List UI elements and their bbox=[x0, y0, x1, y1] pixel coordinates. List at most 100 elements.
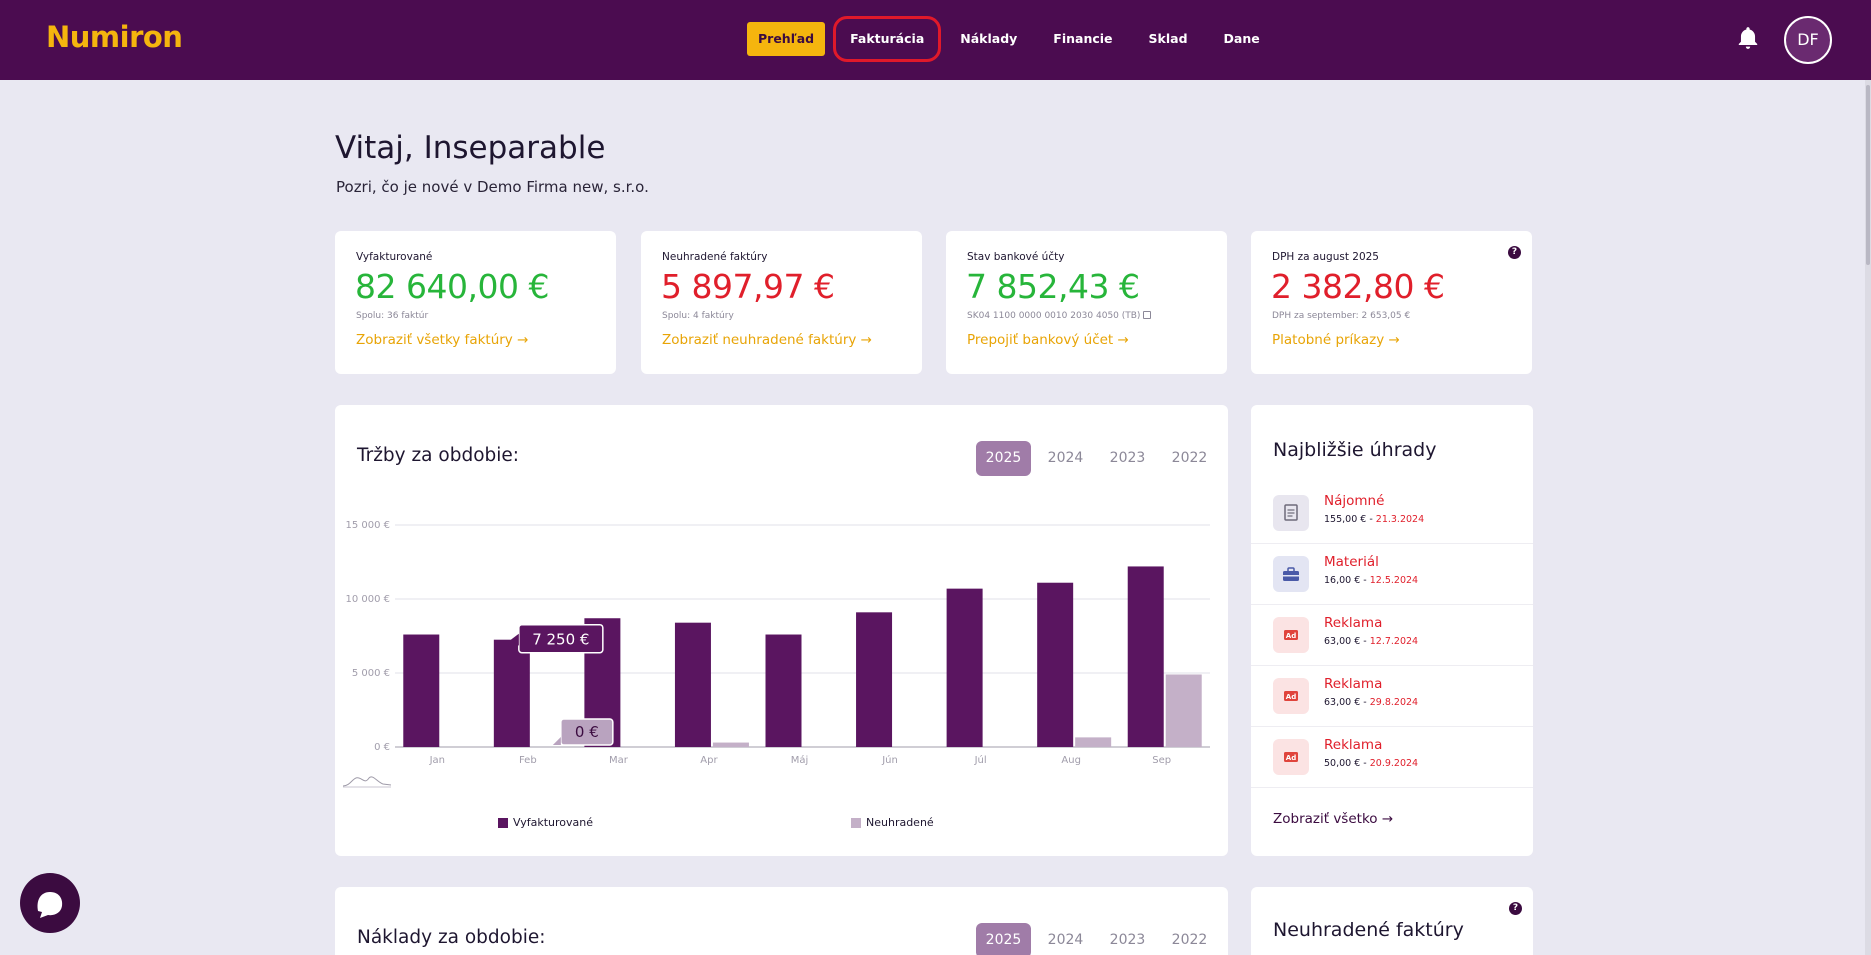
show-all-invoices-link[interactable]: Zobraziť všetky faktúry → bbox=[356, 332, 529, 348]
stat-sub: Spolu: 36 faktúr bbox=[356, 311, 429, 321]
payment-due-date: 20.9.2024 bbox=[1369, 758, 1419, 769]
payment-meta: 155,00 € - 21.3.2024 bbox=[1324, 514, 1424, 525]
page-title: Vitaj, Inseparable bbox=[335, 130, 606, 166]
notification-bell-icon[interactable] bbox=[1735, 25, 1761, 51]
unpaid-invoices-card: Neuhradené faktúry ? bbox=[1251, 887, 1533, 955]
payment-amount: 16,00 € - bbox=[1324, 575, 1370, 586]
payment-meta: 16,00 € - 12.5.2024 bbox=[1324, 575, 1418, 586]
costs-chart-card: Náklady za obdobie: 2025 2024 2023 2022 bbox=[335, 887, 1228, 955]
x-tick-label: Jan bbox=[429, 755, 445, 766]
bar-invoiced bbox=[1037, 582, 1074, 747]
bar-invoiced bbox=[946, 588, 983, 747]
revenue-bar-chart: 0 € 5 000 € 10 000 € 15 000 € Jan Feb Mar Apr Má… bbox=[345, 520, 1210, 766]
nav-sklad[interactable]: Sklad bbox=[1148, 31, 1188, 46]
payment-name: Reklama bbox=[1324, 615, 1383, 631]
year-2025-tab[interactable]: 2025 bbox=[976, 441, 1031, 476]
x-tick-label: Feb bbox=[519, 755, 537, 766]
page-scrollbar[interactable] bbox=[1865, 80, 1871, 955]
x-tick-label: Sep bbox=[1152, 755, 1171, 766]
y-tick-label: 5 000 € bbox=[352, 668, 390, 679]
help-icon[interactable]: ? bbox=[1508, 246, 1521, 259]
stat-card-invoiced: Vyfakturované 82 640,00 € Spolu: 36 fakt… bbox=[335, 231, 616, 374]
payment-name: Nájomné bbox=[1324, 493, 1385, 509]
legend-invoiced[interactable]: Vyfakturované bbox=[498, 816, 593, 829]
show-all-payments-link[interactable]: Zobraziť všetko → bbox=[1273, 811, 1394, 827]
stat-card-unpaid: Neuhradené faktúry 5 897,97 € Spolu: 4 f… bbox=[641, 231, 922, 374]
bar-invoiced bbox=[1127, 566, 1164, 747]
show-unpaid-invoices-link[interactable]: Zobraziť neuhradené faktúry → bbox=[662, 332, 872, 348]
nav-financie[interactable]: Financie bbox=[1053, 31, 1113, 46]
payment-due-date: 12.7.2024 bbox=[1369, 636, 1419, 647]
bar-unpaid bbox=[1075, 737, 1112, 747]
payment-amount: 155,00 € - bbox=[1324, 514, 1376, 525]
stat-label: DPH za august 2025 bbox=[1272, 251, 1379, 263]
upcoming-payments-title: Najbližšie úhrady bbox=[1273, 439, 1437, 461]
user-avatar[interactable]: DF bbox=[1784, 16, 1832, 64]
help-icon[interactable]: ? bbox=[1509, 902, 1522, 915]
bar-invoiced bbox=[403, 634, 440, 747]
chat-widget-button[interactable] bbox=[20, 873, 80, 933]
toolbox-icon bbox=[1273, 556, 1309, 592]
legend-unpaid[interactable]: Neuhradené bbox=[851, 816, 934, 829]
legend-label: Neuhradené bbox=[866, 816, 934, 829]
payment-due-date: 21.3.2024 bbox=[1375, 514, 1425, 525]
page-scrollbar-thumb[interactable] bbox=[1866, 85, 1870, 265]
tooltip-invoiced-value: 7 250 € bbox=[532, 631, 589, 649]
tooltip-invoiced-arrow bbox=[510, 633, 519, 646]
stat-amount: 5 897,97 € bbox=[661, 267, 835, 306]
legend-swatch bbox=[498, 817, 508, 828]
y-tick-label: 10 000 € bbox=[345, 594, 390, 605]
legend-label: Vyfakturované bbox=[513, 816, 594, 829]
costs-year-2024-tab[interactable]: 2024 bbox=[1047, 932, 1084, 948]
bar-invoiced bbox=[674, 622, 711, 747]
stat-sub: Spolu: 4 faktúry bbox=[662, 311, 734, 321]
svg-text:Ad: Ad bbox=[1286, 632, 1296, 640]
year-2022-tab[interactable]: 2022 bbox=[1171, 450, 1208, 466]
chart-title: Tržby za obdobie: bbox=[357, 445, 520, 466]
bank-iban: SK04 1100 0000 0010 2030 4050 (TB) bbox=[967, 311, 1141, 321]
nav-fakturacia[interactable]: Fakturácia bbox=[833, 16, 942, 62]
payment-due-date: 12.5.2024 bbox=[1369, 575, 1419, 586]
payment-orders-link[interactable]: Platobné príkazy → bbox=[1272, 332, 1400, 348]
payment-name: Reklama bbox=[1324, 676, 1383, 692]
upcoming-payment-row[interactable]: Ad Reklama 63,00 € - 29.8.2024 bbox=[1251, 666, 1533, 727]
year-2024-tab[interactable]: 2024 bbox=[1047, 450, 1084, 466]
y-tick-label: 0 € bbox=[374, 742, 390, 753]
x-tick-label: Jún bbox=[881, 754, 898, 766]
connect-bank-link[interactable]: Prepojiť bankový účet → bbox=[967, 332, 1129, 348]
payment-amount: 50,00 € - bbox=[1324, 758, 1370, 769]
main-nav: Prehľad Fakturácia Náklady Financie Skla… bbox=[747, 16, 1271, 62]
logo[interactable]: Numiron bbox=[46, 20, 183, 54]
bar-invoiced bbox=[493, 639, 530, 747]
upcoming-payments-card: Najbližšie úhrady Nájomné 155,00 € - 21.3… bbox=[1251, 405, 1533, 856]
costs-year-2023-tab[interactable]: 2023 bbox=[1109, 932, 1146, 948]
stat-amount: 7 852,43 € bbox=[966, 267, 1140, 306]
upcoming-payment-row[interactable]: Ad Reklama 50,00 € - 20.9.2024 bbox=[1251, 727, 1533, 788]
tooltip-unpaid-box bbox=[560, 718, 614, 746]
chart-navigator-icon[interactable] bbox=[343, 772, 391, 788]
copy-icon[interactable] bbox=[1143, 311, 1152, 319]
x-tick-label: Apr bbox=[700, 755, 718, 766]
bar-unpaid bbox=[712, 742, 749, 747]
stat-label: Vyfakturované bbox=[356, 251, 433, 263]
stat-sub: DPH za september: 2 653,05 € bbox=[1272, 311, 1411, 321]
bar-invoiced bbox=[765, 634, 802, 747]
nav-dane[interactable]: Dane bbox=[1223, 31, 1260, 46]
ad-icon: Ad bbox=[1273, 678, 1309, 714]
payment-amount: 63,00 € - bbox=[1324, 697, 1370, 708]
top-navigation-bar: Numiron Prehľad Fakturácia Náklady Finan… bbox=[0, 0, 1871, 80]
nav-prehlad[interactable]: Prehľad bbox=[747, 22, 826, 56]
svg-text:Ad: Ad bbox=[1286, 693, 1296, 701]
x-tick-label: Júl bbox=[974, 754, 987, 766]
nav-naklady[interactable]: Náklady bbox=[960, 31, 1018, 46]
document-icon bbox=[1273, 495, 1309, 531]
stat-label: Stav bankové účty bbox=[967, 251, 1065, 263]
payment-name: Materiál bbox=[1324, 554, 1379, 570]
upcoming-payment-row[interactable]: Materiál 16,00 € - 12.5.2024 bbox=[1251, 544, 1533, 605]
costs-year-selector: 2025 2024 2023 2022 bbox=[976, 923, 1217, 955]
upcoming-payment-row[interactable]: Ad Reklama 63,00 € - 12.7.2024 bbox=[1251, 605, 1533, 666]
year-2023-tab[interactable]: 2023 bbox=[1109, 450, 1146, 466]
upcoming-payment-row[interactable]: Nájomné 155,00 € - 21.3.2024 bbox=[1251, 483, 1533, 544]
costs-year-2022-tab[interactable]: 2022 bbox=[1171, 932, 1208, 948]
costs-year-2025-tab[interactable]: 2025 bbox=[976, 923, 1031, 955]
